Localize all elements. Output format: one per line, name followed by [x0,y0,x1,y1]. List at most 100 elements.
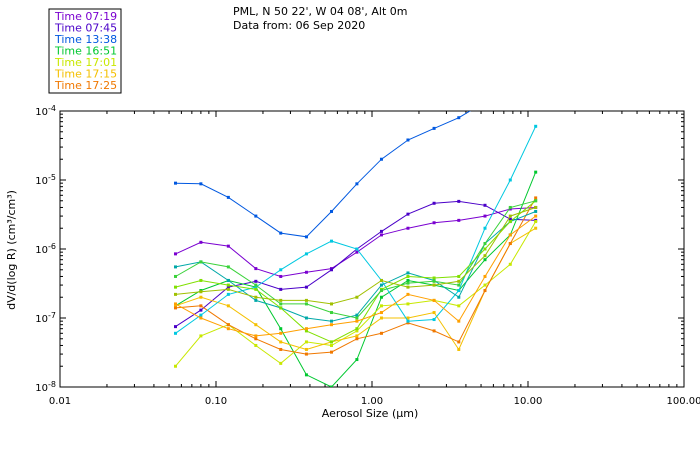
y-tick-exponent: -4 [48,104,56,113]
data-point [254,287,258,291]
data-point [329,209,333,213]
data-point [432,318,436,322]
data-point [508,178,512,182]
data-point [379,283,383,287]
data-point [483,274,487,278]
data-point [173,325,177,329]
data-point [173,265,177,269]
legend-entry: Time 13:38 [54,33,117,46]
y-tick-label: 10-7 [35,311,56,325]
x-tick-label: 0.01 [49,396,71,407]
legend-box [48,8,122,94]
data-point [508,242,512,246]
data-point [304,252,308,256]
data-point [304,298,308,302]
y-tick-label: 10-6 [35,242,56,256]
data-point [355,182,359,186]
data-point [379,229,383,233]
data-point [304,270,308,274]
data-point [199,308,203,312]
data-point [432,329,436,333]
data-point [534,209,538,213]
data-point [509,82,512,85]
y-tick-label: 10-5 [35,173,56,187]
data-point [406,212,410,216]
data-point [379,331,383,335]
data-point [173,292,177,296]
data-point [329,323,333,327]
data-point [508,262,512,266]
data-point [483,226,487,230]
data-point [329,239,333,243]
data-point [457,304,461,308]
data-point [483,289,487,293]
data-point [304,302,308,306]
data-point [379,233,383,237]
data-point [534,124,538,128]
data-point [483,283,487,287]
data-point [279,340,283,344]
data-point [406,226,410,230]
data-point [432,279,436,283]
data-point [279,331,283,335]
data-point [457,289,461,293]
data-point [329,350,333,354]
data-point [457,319,461,323]
data-point [355,337,359,341]
data-point [329,319,333,323]
data-point [379,278,383,282]
data-point [254,295,258,299]
data-point [406,302,410,306]
data-point [457,279,461,283]
data-point [432,126,436,130]
data-point [226,265,230,269]
data-point [304,347,308,351]
data-point [457,274,461,278]
data-point [457,347,461,351]
data-point [508,205,512,209]
data-point [173,285,177,289]
data-point [173,252,177,256]
data-point [173,302,177,306]
data-point [406,319,410,323]
series-line [175,111,471,238]
data-point [329,343,333,347]
data-point [355,247,359,251]
data-point [329,302,333,306]
data-point [279,361,283,365]
data-point [199,182,203,186]
data-point [534,196,538,200]
data-point [254,267,258,271]
data-point [173,181,177,185]
data-point [406,321,410,325]
data-point [355,319,359,323]
x-tick-label: 10.00 [514,396,543,407]
data-point [254,214,258,218]
x-axis-ticks: 0.01 0.10 1.00 10.00 100.00 [49,111,700,407]
data-point [226,285,230,289]
data-point [355,329,359,333]
data-point [406,285,410,289]
data-point [432,201,436,205]
data-point [329,268,333,272]
data-point [432,311,436,315]
data-point [483,101,486,104]
data-point [406,292,410,296]
data-point [483,258,487,262]
data-point [534,170,538,174]
y-axis-ticks: 10-8 10-7 10-6 10-5 10-4 [35,104,684,394]
x-tick-label: 1.00 [361,396,383,407]
data-point [406,274,410,278]
data-point [406,138,410,142]
data-point [173,304,177,308]
data-point [226,195,230,199]
plot-frame [59,110,685,388]
data-point [483,242,487,246]
data-point [254,279,258,283]
legend-entry: Time 07:45 [54,22,117,35]
data-point [379,304,383,308]
data-point [355,316,359,320]
data-point [226,323,230,327]
data-point [406,271,410,275]
